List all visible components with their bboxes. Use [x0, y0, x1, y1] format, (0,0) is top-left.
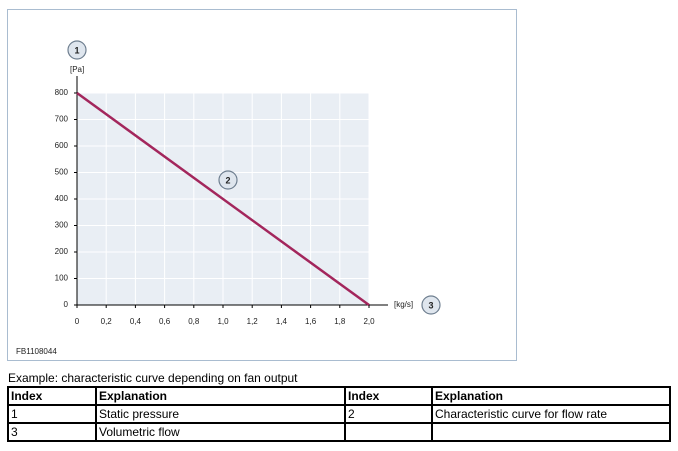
x-tick-label: 0,6 — [159, 317, 171, 326]
x-tick-label: 1,2 — [247, 317, 259, 326]
y-tick-label: 0 — [64, 300, 69, 309]
y-tick-label: 100 — [55, 274, 69, 283]
y-tick-label: 700 — [55, 115, 69, 124]
y-tick-label: 800 — [55, 88, 69, 97]
y-tick-label: 400 — [55, 194, 69, 203]
chart: FB1108044 [Pa] [kg/s] 0 100 200 300 400 500 60… — [7, 9, 517, 361]
y-axis-label: [Pa] — [70, 65, 84, 74]
x-tick-label: 0,2 — [101, 317, 113, 326]
cell: Characteristic curve for flow rate — [431, 404, 671, 424]
x-tick-label: 0,4 — [130, 317, 142, 326]
cell — [344, 422, 433, 442]
callout-label: 2 — [225, 175, 230, 185]
header-cell: Index — [344, 386, 433, 406]
cell: 2 — [344, 404, 433, 424]
y-tick-label: 300 — [55, 221, 69, 230]
cell: Volumetric flow — [95, 422, 346, 442]
x-tick-label: 1,6 — [305, 317, 317, 326]
x-tick-label: 2,0 — [363, 317, 375, 326]
header-row: Index Explanation Index Explanation — [7, 386, 671, 406]
callout-circle — [421, 295, 441, 315]
line — [76, 91, 370, 307]
x-tick-label: 1,8 — [334, 317, 346, 326]
callout-label: 1 — [74, 45, 79, 55]
y-tick-label: 200 — [55, 247, 69, 256]
row: 3 Volumetric flow — [7, 422, 671, 442]
x-axis-label: [kg/s] — [394, 300, 413, 309]
row: 1 Static pressure 2 Characteristic curve… — [7, 404, 671, 424]
figure-code: FB1108044 — [16, 347, 57, 356]
x-tick-label: 1,4 — [276, 317, 288, 326]
callout-circle — [218, 170, 238, 190]
cell: Static pressure — [95, 404, 346, 424]
x-tick-label: 0 — [75, 317, 80, 326]
callout-circle — [67, 40, 87, 60]
cell — [431, 422, 671, 442]
y-tick-label: 500 — [55, 168, 69, 177]
y-tick-label: 600 — [55, 141, 69, 150]
caption: Example: characteristic curve depending … — [8, 371, 298, 385]
header-cell: Index — [7, 386, 97, 406]
header-cell: Explanation — [431, 386, 671, 406]
x-tick-label: 0,8 — [188, 317, 200, 326]
header-cell: Explanation — [95, 386, 346, 406]
cell: 1 — [7, 404, 97, 424]
cell: 3 — [7, 422, 97, 442]
legend-table: Index Explanation Index Explanation 1 St… — [7, 386, 671, 442]
callout-label: 3 — [428, 300, 433, 310]
x-tick-label: 1,0 — [217, 317, 229, 326]
